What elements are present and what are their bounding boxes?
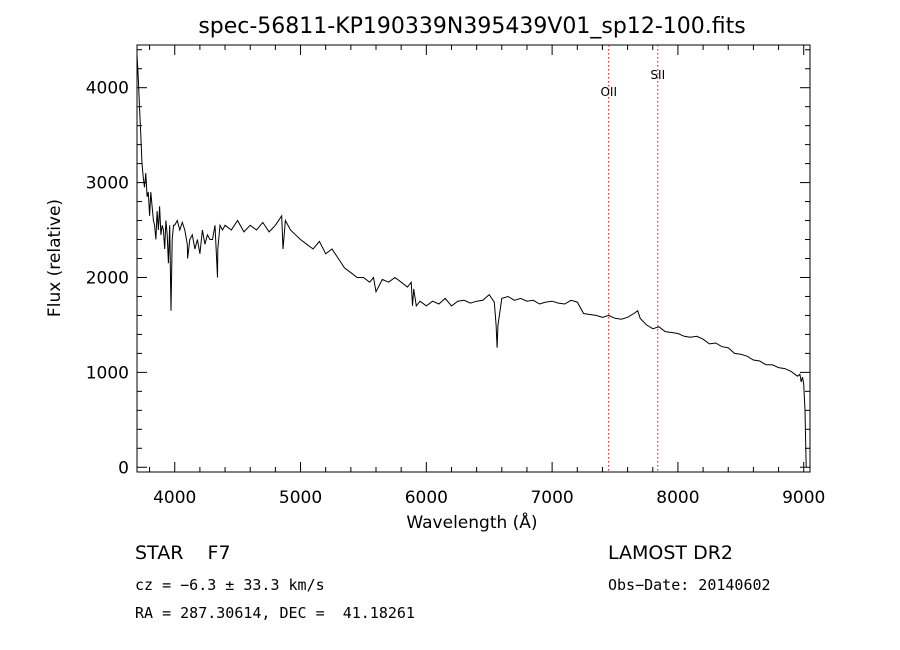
redshift-velocity: cz = −6.3 ± 33.3 km/s: [135, 576, 325, 594]
y-tick-label: 4000: [86, 79, 129, 99]
y-tick-label: 1000: [86, 363, 129, 383]
axis-ticks: 4000 5000 6000 7000 8000 9000 0 1000 2000 3000 400…: [86, 45, 825, 508]
x-tick-label: 9000: [782, 488, 825, 508]
y-tick-label: 2000: [86, 268, 129, 288]
x-tick-label: 8000: [656, 488, 699, 508]
object-class: STAR F7: [135, 542, 231, 564]
survey-name: LAMOST DR2: [608, 542, 733, 564]
y-axis-label: Flux (relative): [45, 199, 65, 317]
y-tick-label: 0: [118, 458, 129, 478]
x-tick-label: 6000: [405, 488, 448, 508]
emission-line-label: SII: [650, 68, 665, 82]
observation-date: Obs−Date: 20140602: [608, 576, 771, 594]
emission-line-label: OII: [600, 85, 617, 99]
x-axis-label: Wavelength (Å): [406, 511, 537, 533]
spectrum-line: [136, 54, 807, 468]
y-tick-label: 3000: [86, 174, 129, 194]
x-tick-label: 7000: [530, 488, 573, 508]
x-tick-label: 5000: [279, 488, 322, 508]
chart-title: spec-56811-KP190339N395439V01_sp12-100.f…: [198, 14, 745, 39]
emission-lines: OII SII: [600, 45, 665, 472]
plot-frame: [136, 44, 811, 473]
coordinates: RA = 287.30614, DEC = 41.18261: [135, 604, 415, 622]
x-tick-label: 4000: [153, 488, 196, 508]
